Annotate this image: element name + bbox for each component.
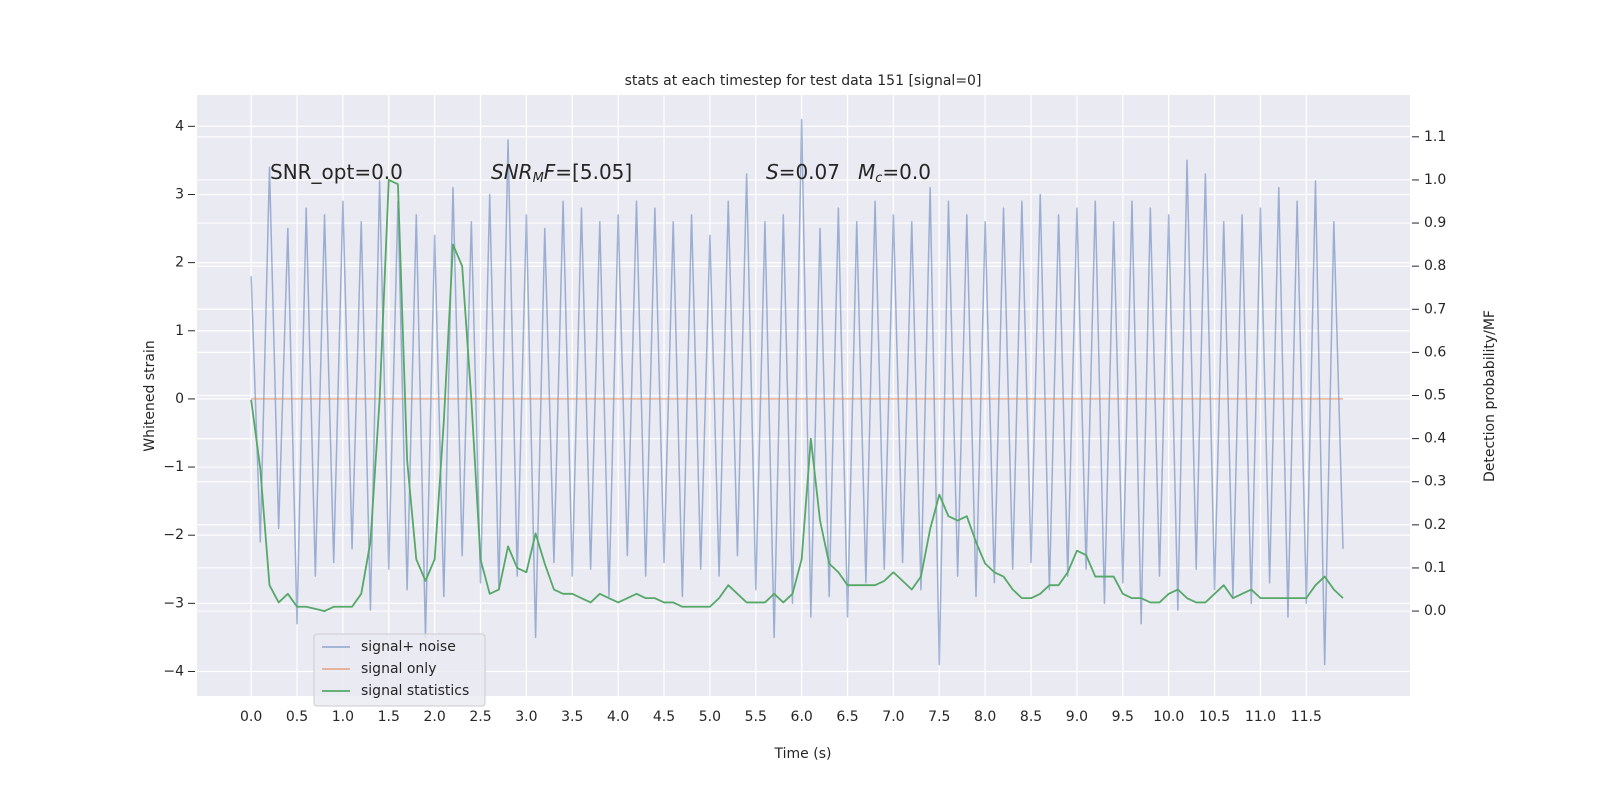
legend: signal+ noise signal only signal statistic… xyxy=(313,633,486,707)
x-tick-label: 5.5 xyxy=(745,709,767,725)
y2-tick-label: 0.2 xyxy=(1424,517,1446,533)
y-tick-label: 0 xyxy=(175,391,184,407)
y-tick-label: −4 xyxy=(163,663,184,679)
annotation: S=0.07 xyxy=(766,160,840,184)
legend-label: signal only xyxy=(361,661,436,677)
y2-tick-label: 0.6 xyxy=(1424,344,1446,360)
y-tick-label: 4 xyxy=(175,118,184,134)
x-tick-label: 6.5 xyxy=(836,709,858,725)
y-tick-label: 2 xyxy=(175,255,184,271)
y-axis-label: Whitened strain xyxy=(142,340,158,451)
annotation: SNR_opt=0.0 xyxy=(270,160,403,184)
y2-tick-label: 1.1 xyxy=(1424,129,1446,145)
legend-box xyxy=(313,633,486,707)
x-tick-label: 5.0 xyxy=(699,709,721,725)
annotation-part: c xyxy=(875,171,882,186)
x-tick-label: 6.0 xyxy=(791,709,813,725)
x-tick-label: 9.0 xyxy=(1066,709,1088,725)
annotation: SNRMF=[5.05] xyxy=(491,160,632,186)
x-tick-label: 11.0 xyxy=(1245,709,1276,725)
x-tick-label: 1.0 xyxy=(332,709,354,725)
series-line xyxy=(250,179,1344,612)
y2-tick-label: 0.9 xyxy=(1424,215,1446,231)
annotation: Mc=0.0 xyxy=(858,160,931,186)
x-tick-label: 4.5 xyxy=(653,709,675,725)
x-tick-label: 8.0 xyxy=(974,709,996,725)
x-tick-label: 8.5 xyxy=(1020,709,1042,725)
x-tick-label: 7.5 xyxy=(928,709,950,725)
x-tick-label: 2.0 xyxy=(424,709,446,725)
y2-tick-label: 0.5 xyxy=(1424,388,1446,404)
x-tick-label: 0.0 xyxy=(240,709,262,725)
annotation-part: SNR_opt=0.0 xyxy=(270,160,403,184)
x-tick-label: 10.0 xyxy=(1153,709,1184,725)
y-tick-label: −2 xyxy=(163,527,184,543)
annotation-part: M xyxy=(858,160,875,184)
x-tick-label: 3.0 xyxy=(515,709,537,725)
y2-tick-label: 1.0 xyxy=(1424,172,1446,188)
annotation-part: F xyxy=(544,160,556,184)
x-tick-label: 3.5 xyxy=(561,709,583,725)
y-tick-label: −3 xyxy=(163,595,184,611)
y2-tick-label: 0.0 xyxy=(1424,603,1446,619)
y2-tick-label: 0.7 xyxy=(1424,301,1446,317)
series-line xyxy=(250,118,1344,666)
x-tick-label: 2.5 xyxy=(469,709,491,725)
y2-tick-label: 0.4 xyxy=(1424,431,1446,447)
chart-title: stats at each timestep for test data 151… xyxy=(625,73,982,89)
y-tick-label: 1 xyxy=(175,323,184,339)
annotation-part: =0.0 xyxy=(882,160,931,184)
annotation-part: =[5.05] xyxy=(555,160,632,184)
y-tick-label: −1 xyxy=(163,459,184,475)
y2-axis-label: Detection probability/MF xyxy=(1482,310,1498,482)
x-tick-label: 11.5 xyxy=(1291,709,1322,725)
y2-tick-label: 0.3 xyxy=(1424,474,1446,490)
annotation-part: M xyxy=(533,171,544,186)
x-tick-label: 4.0 xyxy=(607,709,629,725)
annotation-part: S xyxy=(766,160,779,184)
x-tick-label: 1.5 xyxy=(378,709,400,725)
x-tick-label: 10.5 xyxy=(1199,709,1230,725)
x-tick-label: 7.0 xyxy=(882,709,904,725)
x-tick-label: 0.5 xyxy=(286,709,308,725)
annotation-part: SNR xyxy=(491,160,533,184)
legend-label: signal+ noise xyxy=(361,639,456,655)
y2-tick-label: 0.1 xyxy=(1424,560,1446,576)
x-tick-label: 9.5 xyxy=(1112,709,1134,725)
annotation-part: =0.07 xyxy=(779,160,840,184)
x-axis-label: Time (s) xyxy=(774,746,832,762)
y2-tick-label: 0.8 xyxy=(1424,258,1446,274)
legend-label: signal statistics xyxy=(361,683,469,699)
y-tick-label: 3 xyxy=(175,186,184,202)
